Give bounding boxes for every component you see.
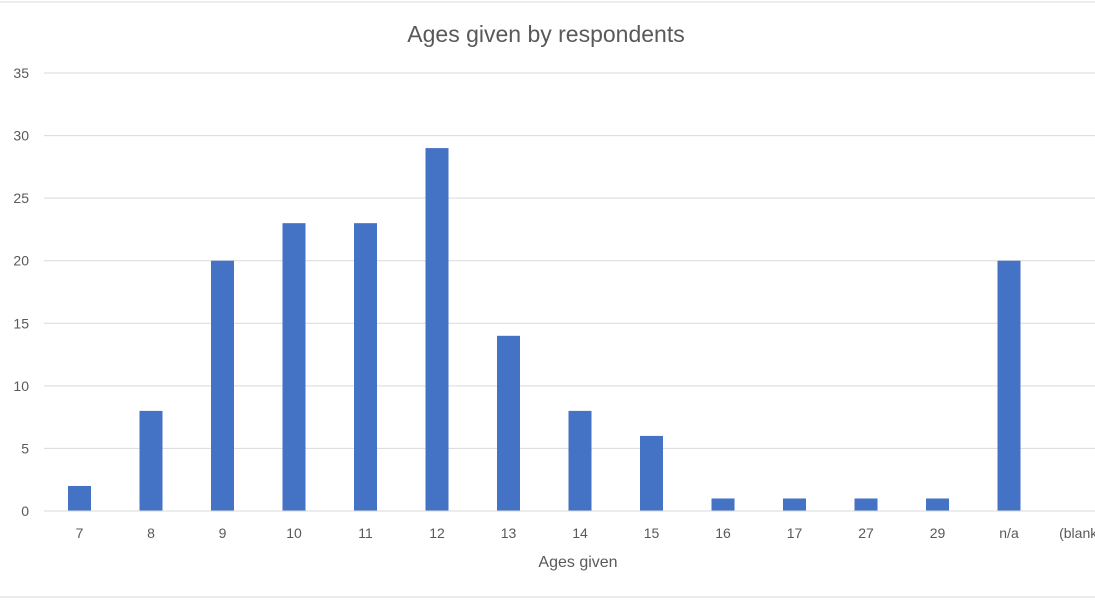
bar-14: [568, 410, 592, 511]
bar-11: [354, 223, 377, 511]
bar-9: [211, 260, 234, 511]
x-tick-label: 13: [501, 525, 517, 541]
y-tick-label: 10: [13, 378, 29, 394]
x-tick-label: 9: [219, 525, 227, 541]
x-tick-label: 11: [358, 525, 373, 541]
x-axis-tick-labels: 7 8 9 10 11 12 13 14 15 16 17 27 29 n/a (blank): [76, 525, 1095, 541]
y-tick-label: 25: [13, 190, 29, 206]
y-tick-label: 5: [21, 440, 29, 456]
x-tick-label: 10: [286, 525, 302, 541]
x-tick-label: 27: [858, 525, 874, 541]
bar-8: [139, 410, 163, 511]
bar-10: [282, 223, 306, 511]
x-tick-label: 17: [787, 525, 803, 541]
x-tick-label: n/a: [999, 525, 1019, 541]
x-tick-label: 12: [429, 525, 445, 541]
x-tick-label: (blank): [1059, 525, 1095, 541]
y-tick-label: 15: [13, 315, 29, 331]
y-axis-tick-labels: 0 5 10 15 20 25 30 35: [13, 65, 29, 519]
bar-16: [711, 498, 735, 511]
bar-29: [926, 498, 949, 511]
gridlines: [44, 72, 1095, 449]
bar-27: [854, 498, 878, 511]
y-tick-label: 30: [13, 128, 29, 144]
x-tick-label: 16: [715, 525, 731, 541]
chart-title: Ages given by respondents: [407, 21, 684, 47]
bar-7: [68, 485, 91, 511]
x-axis-title: Ages given: [538, 554, 617, 571]
x-tick-label: 7: [76, 525, 84, 541]
x-tick-label: 15: [644, 525, 660, 541]
bar-17: [783, 498, 806, 511]
bar-series: [68, 148, 1021, 512]
bar-13: [497, 335, 520, 511]
x-tick-label: 29: [930, 525, 946, 541]
x-tick-label: 14: [572, 525, 588, 541]
y-tick-label: 0: [21, 503, 29, 519]
bar-15: [640, 435, 663, 511]
y-tick-label: 20: [13, 253, 29, 269]
y-tick-label: 35: [13, 65, 29, 81]
x-tick-label: 8: [147, 525, 155, 541]
bar-12: [425, 148, 449, 512]
bar-n/a: [997, 260, 1021, 511]
